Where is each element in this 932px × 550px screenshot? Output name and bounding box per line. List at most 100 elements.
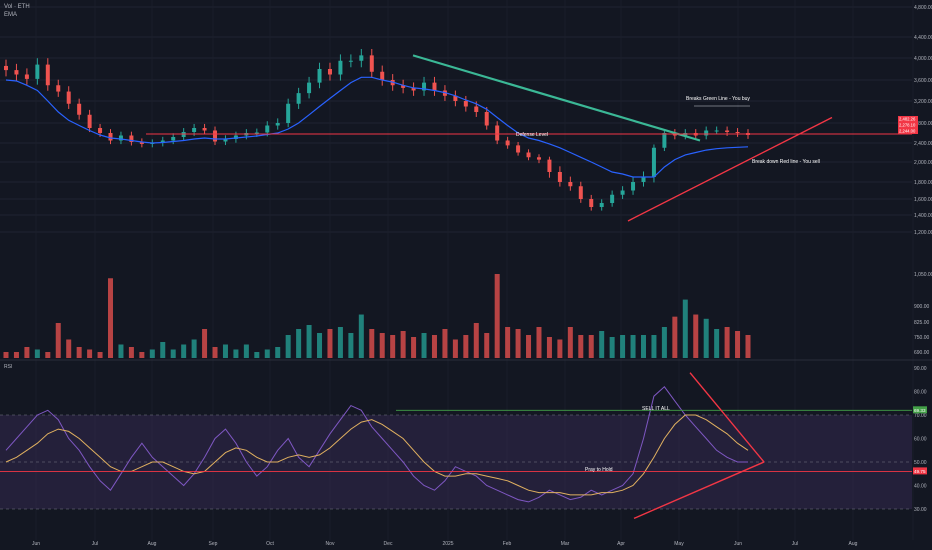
y-tick-label: 1,200.00 — [914, 230, 932, 236]
candle-body — [233, 135, 238, 139]
y-tick-label: 1,050.00 — [914, 272, 932, 278]
rsi-tick-label: 30.00 — [914, 507, 927, 513]
volume-bar — [557, 339, 563, 358]
volume-bar — [128, 347, 134, 358]
candle-body — [651, 147, 656, 177]
candle-body — [547, 159, 552, 172]
volume-bar — [348, 333, 354, 358]
y-tick-label: 2,000.00 — [914, 160, 932, 166]
candle-body — [14, 70, 19, 75]
candle-body — [296, 93, 301, 104]
volume-bar — [473, 323, 479, 358]
x-tick-label: Jun — [32, 541, 40, 547]
candle-body — [317, 69, 322, 83]
candle-body — [139, 142, 144, 144]
volume-bar — [191, 339, 197, 358]
price-tag-bg — [898, 122, 918, 128]
candle-body — [432, 82, 437, 91]
x-tick-label: 2025 — [442, 541, 453, 547]
volume-bar — [588, 335, 594, 358]
candle-body — [348, 60, 353, 62]
candle-body — [641, 177, 646, 182]
y-tick-label: 900.00 — [914, 304, 930, 310]
volume-bar — [358, 314, 364, 358]
green-trendline — [412, 54, 701, 142]
volume-bar — [87, 349, 93, 358]
x-tick-label: Jul — [92, 541, 98, 547]
volume-bar — [693, 314, 699, 358]
volume-bar — [599, 331, 605, 358]
volume-bar — [400, 331, 406, 358]
y-tick-label: 4,000.00 — [914, 56, 932, 62]
volume-bar — [327, 329, 333, 358]
rsi-band — [0, 414, 912, 510]
y-tick-label: 3,200.00 — [914, 99, 932, 105]
volume-bar — [463, 335, 469, 358]
trend-lines — [0, 54, 912, 520]
candle-body — [589, 199, 594, 207]
candle-body — [620, 190, 625, 195]
y-tick-label: 750.00 — [914, 335, 930, 341]
candle-body — [526, 152, 531, 158]
volume-bar — [3, 352, 9, 358]
candle-body — [129, 135, 134, 142]
volume-bar — [66, 339, 72, 358]
candle-body — [557, 172, 562, 182]
rsi-tag-bg — [913, 406, 927, 414]
price-tag: 2,482.26 — [899, 117, 916, 122]
annotation-breakdown: Break down Red line - You sell — [752, 159, 820, 165]
annotation-breaks: Breaks Green Line - You buy — [686, 96, 750, 102]
volume-bar — [108, 278, 114, 358]
candle-body — [118, 135, 123, 141]
volume-bar — [714, 329, 720, 358]
volume-bar — [317, 333, 323, 358]
x-tick-label: Mar — [561, 541, 570, 547]
candles — [4, 48, 750, 211]
candle-body — [35, 64, 40, 79]
volume-bar — [661, 327, 667, 358]
candle-body — [453, 95, 458, 101]
rsi-tag2-bg — [913, 467, 927, 475]
candle-body — [610, 194, 615, 203]
candle-body — [66, 91, 71, 104]
volume-bar — [243, 344, 249, 358]
candle-body — [56, 85, 61, 92]
candle-body — [108, 133, 113, 141]
volume-bar — [421, 333, 427, 358]
candle-body — [307, 82, 312, 94]
volume-bar — [442, 329, 448, 358]
x-tick-label: Feb — [503, 541, 512, 547]
candle-body — [568, 182, 573, 187]
volume-bar — [45, 352, 51, 358]
annotation-pray: Pray to Hold — [585, 467, 613, 473]
volume-bar — [672, 316, 678, 358]
candle-body — [24, 74, 29, 79]
volume-bar — [233, 349, 239, 358]
y-tick-label: 4,400.00 — [914, 35, 932, 41]
candle-body — [484, 112, 489, 126]
price-tag-bg — [898, 128, 918, 134]
candle-body — [495, 125, 500, 141]
volume-bar — [149, 349, 155, 358]
volume-bar — [745, 335, 751, 358]
y-tick-label: 2,800.00 — [914, 121, 932, 127]
rsi-tick-label: 90.00 — [914, 366, 927, 372]
ema-path — [5, 76, 749, 178]
red-trendline — [627, 116, 833, 222]
y-tick-label: 690.00 — [914, 350, 930, 356]
candle-body — [77, 103, 82, 115]
x-tick-label: Jul — [792, 541, 798, 547]
volume-bar — [630, 335, 636, 358]
volume-bar — [620, 335, 626, 358]
candle-body — [516, 145, 521, 153]
rsi-tick-label: 50.00 — [914, 460, 927, 466]
volume-bar — [703, 318, 709, 358]
y-tick-label: 1,400.00 — [914, 213, 932, 219]
volume-bar — [567, 327, 573, 358]
y-tick-label: 2,400.00 — [914, 141, 932, 147]
candle-body — [380, 71, 385, 80]
volume-bar — [379, 333, 385, 358]
volume-bar — [222, 344, 228, 358]
volume-bar — [264, 349, 270, 358]
